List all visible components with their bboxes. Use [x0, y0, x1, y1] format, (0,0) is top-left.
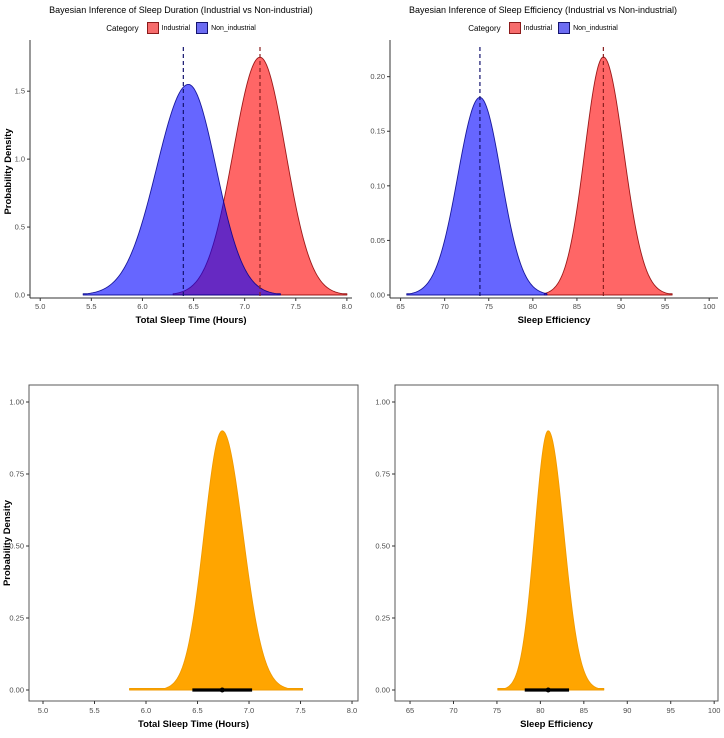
legend: Category Industrial Non_industrial: [362, 22, 724, 34]
x-tick-label: 7.5: [295, 706, 305, 715]
x-tick-label: 6.0: [141, 706, 151, 715]
x-tick-label: 85: [573, 302, 581, 311]
non-industrial-swatch-icon: [196, 22, 209, 34]
density-plot-svg: 5.0 5.5 6.0 6.5 7.0 7.5 8.0 0.0 0.5 1.0 1.5 Total S…: [3, 40, 352, 326]
x-tick-label: 8.0: [342, 302, 352, 311]
legend-label: Industrial: [161, 24, 191, 32]
y-tick-label: 0.50: [375, 541, 390, 550]
x-tick-label: 5.0: [35, 302, 45, 311]
posterior-median-point: [545, 687, 551, 693]
chart-title: Bayesian Inference of Sleep Efficiency (…: [409, 5, 677, 15]
chart-sleep-duration-posterior: Bayesian Inference of Sleep Duration (In…: [0, 0, 362, 369]
x-tick-label: 85: [580, 706, 588, 715]
chart-sleep-duration-pooled: 5.0 5.5 6.0 6.5 7.0 7.5 8.0 0.00 0.25 0.50 0.75 1.0…: [0, 369, 362, 738]
density-curve-pooled: [497, 430, 605, 691]
panel-border: [394, 384, 719, 702]
y-tick-label: 0.00: [370, 291, 385, 300]
y-tick-label: 0.5: [15, 223, 25, 232]
y-tick-label: 1.0: [15, 155, 25, 164]
x-tick-label: 95: [661, 302, 669, 311]
y-tick-label: 0.25: [375, 613, 390, 622]
density-curve-pooled: [129, 430, 304, 691]
density-curve-non_industrial: [406, 96, 548, 296]
x-tick-label: 100: [708, 706, 721, 715]
legend-item-industrial: Industrial: [508, 22, 553, 34]
x-tick-label: 90: [623, 706, 631, 715]
x-tick-label: 6.5: [188, 302, 198, 311]
x-tick-label: 90: [617, 302, 625, 311]
industrial-swatch-icon: [508, 22, 521, 34]
x-tick-label: 80: [536, 706, 544, 715]
x-tick-label: 5.0: [38, 706, 48, 715]
non-industrial-swatch-icon: [558, 22, 571, 34]
panel-border: [28, 384, 359, 702]
y-tick-label: 0.15: [370, 127, 385, 136]
y-tick-label: 0.25: [9, 613, 24, 622]
y-tick-label: 0.20: [370, 72, 385, 81]
chart-sleep-efficiency-posterior: Bayesian Inference of Sleep Efficiency (…: [362, 0, 724, 369]
posterior-median-point: [219, 687, 225, 693]
chart-title: Bayesian Inference of Sleep Duration (In…: [49, 5, 313, 15]
x-tick-label: 95: [667, 706, 675, 715]
x-tick-label: 70: [449, 706, 457, 715]
x-tick-label: 5.5: [89, 706, 99, 715]
x-axis-label: Total Sleep Time (Hours): [135, 315, 246, 326]
x-tick-label: 7.0: [239, 302, 249, 311]
y-tick-label: 1.00: [9, 397, 24, 406]
y-tick-label: 0.75: [9, 469, 24, 478]
x-axis-label: Sleep Efficiency: [520, 719, 594, 730]
density-curve-non_industrial: [82, 83, 281, 296]
x-tick-label: 75: [485, 302, 493, 311]
density-curve-industrial: [543, 56, 673, 296]
legend-label: Non_industrial: [573, 24, 618, 32]
y-axis-label: Probability Density: [3, 128, 14, 215]
x-tick-label: 8.0: [347, 706, 357, 715]
y-tick-label: 0.0: [15, 291, 25, 300]
x-tick-label: 7.5: [291, 302, 301, 311]
industrial-swatch-icon: [146, 22, 159, 34]
y-tick-label: 0.00: [375, 686, 390, 695]
y-tick-label: 0.75: [375, 469, 390, 478]
y-tick-label: 0.10: [370, 181, 385, 190]
x-tick-label: 75: [493, 706, 501, 715]
x-tick-label: 100: [703, 302, 716, 311]
y-axis-label: Probability Density: [2, 499, 13, 586]
legend-title: Category: [106, 23, 139, 33]
y-tick-label: 1.5: [15, 87, 25, 96]
legend-label: Industrial: [523, 24, 553, 32]
x-axis-label: Sleep Efficiency: [518, 315, 592, 326]
x-tick-label: 6.0: [137, 302, 147, 311]
density-plot-svg: 5.0 5.5 6.0 6.5 7.0 7.5 8.0 0.00 0.25 0.50 0.75 1.0…: [2, 384, 359, 730]
density-plot-svg: 65 70 75 80 85 90 95 100 0.00 0.05 0.10 0.15 0.20 Sle…: [370, 40, 718, 326]
x-tick-label: 7.0: [244, 706, 254, 715]
legend-item-non-industrial: Non_industrial: [558, 22, 618, 34]
x-axis-label: Total Sleep Time (Hours): [138, 719, 249, 730]
x-tick-label: 70: [440, 302, 448, 311]
x-tick-label: 5.5: [86, 302, 96, 311]
legend-label: Non_industrial: [211, 24, 256, 32]
density-plot-svg: 65 70 75 80 85 90 95 100 0.00 0.25 0.50 0.75 1.00 Sle…: [375, 384, 721, 730]
y-tick-label: 1.00: [375, 397, 390, 406]
legend: Category Industrial Non_industrial: [0, 22, 362, 34]
y-tick-label: 0.05: [370, 236, 385, 245]
chart-sleep-efficiency-pooled: 65 70 75 80 85 90 95 100 0.00 0.25 0.50 0.75 1.00 Sle…: [362, 369, 724, 738]
x-tick-label: 80: [529, 302, 537, 311]
legend-item-industrial: Industrial: [146, 22, 191, 34]
legend-title: Category: [468, 23, 501, 33]
legend-item-non-industrial: Non_industrial: [196, 22, 256, 34]
x-tick-label: 65: [396, 302, 404, 311]
y-tick-label: 0.50: [9, 541, 24, 550]
x-tick-label: 65: [406, 706, 414, 715]
y-tick-label: 0.00: [9, 686, 24, 695]
x-tick-label: 6.5: [192, 706, 202, 715]
